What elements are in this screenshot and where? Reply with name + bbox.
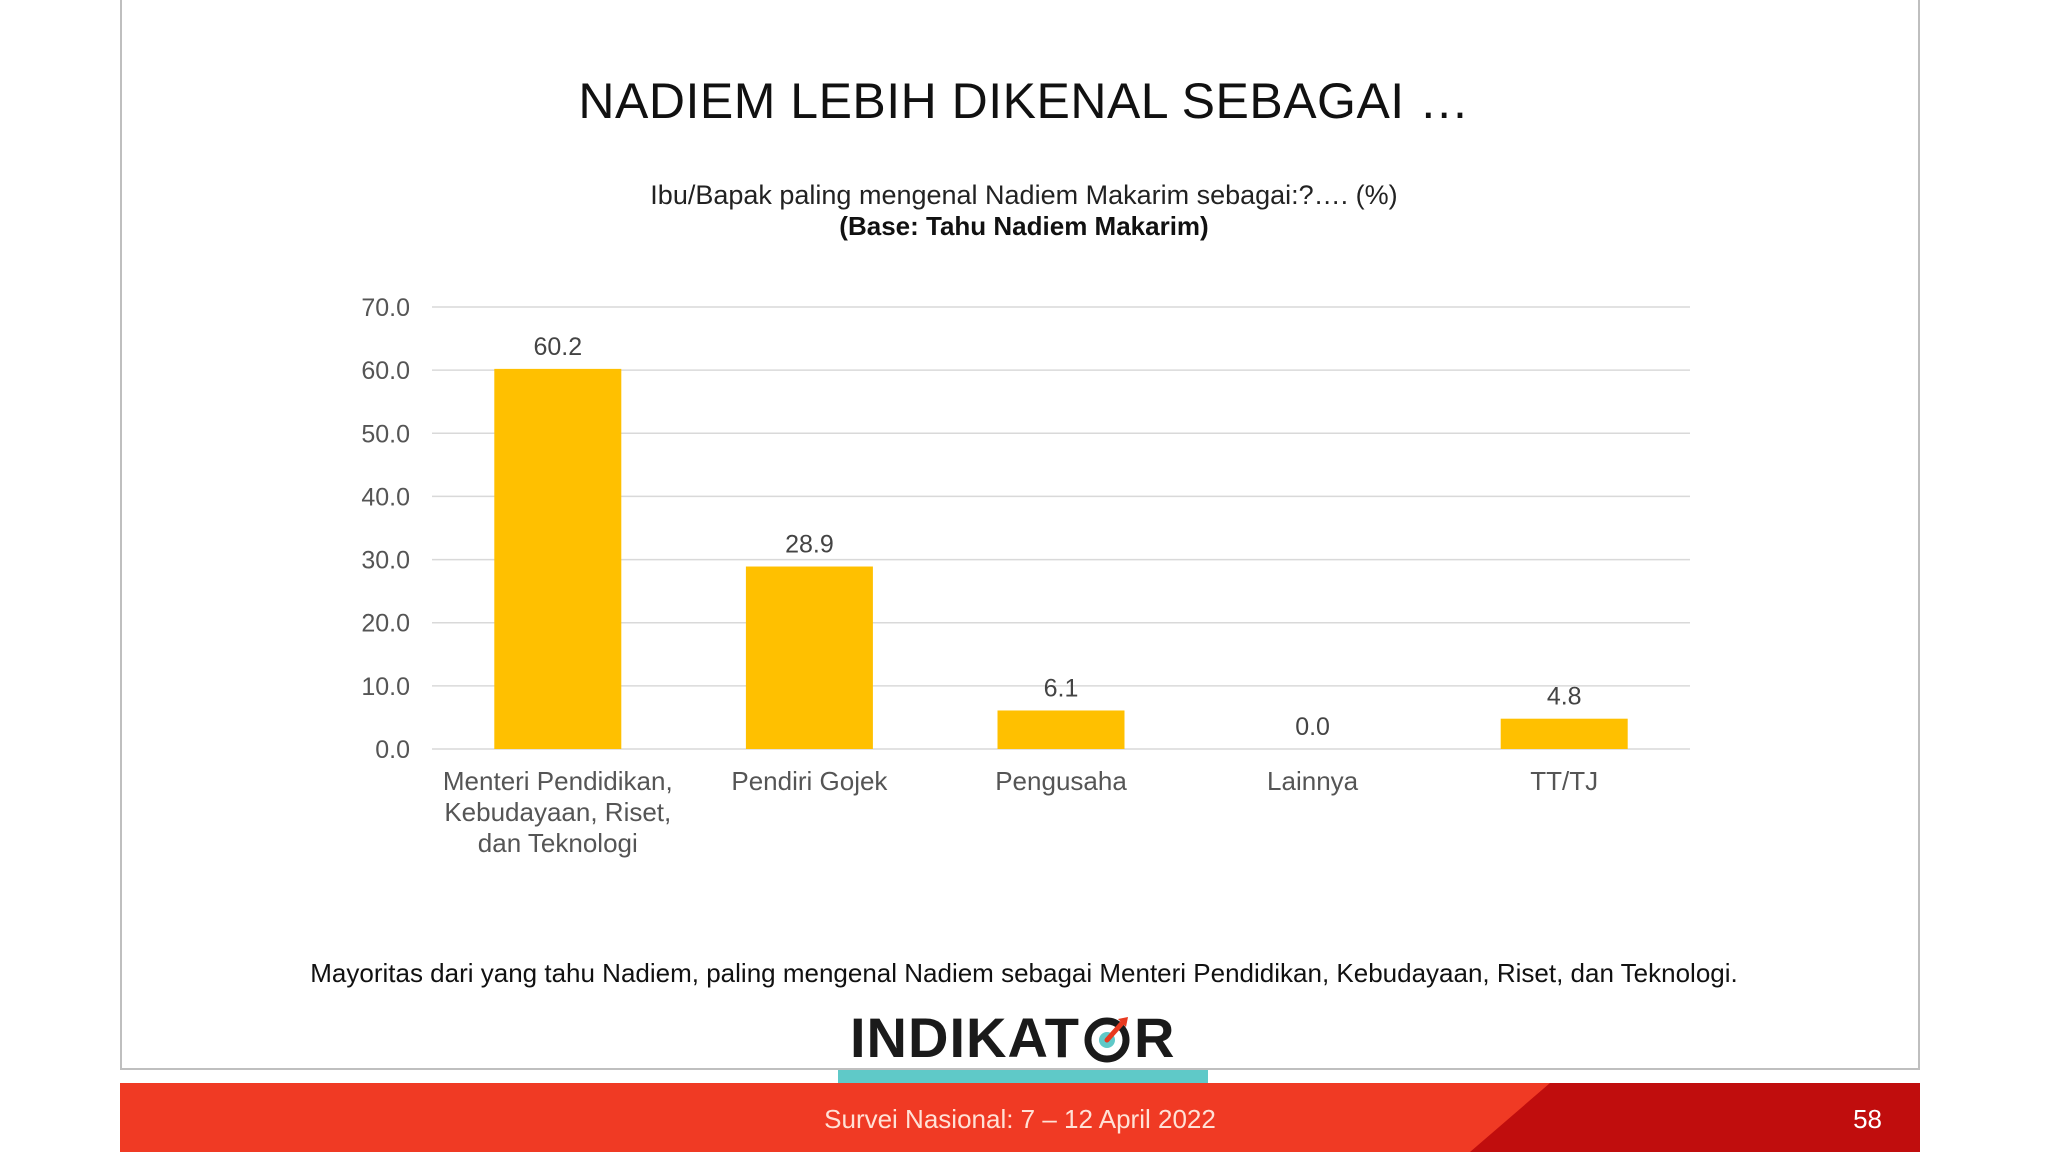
y-tick-label: 70.0: [361, 294, 410, 322]
y-tick-label: 0.0: [375, 736, 410, 764]
bar: [745, 566, 873, 749]
slide-frame: [120, 0, 1920, 1070]
category-label: Pengusaha: [995, 766, 1127, 796]
y-tick-label: 50.0: [361, 420, 410, 448]
footer-survey-text: Survei Nasional: 7 – 12 April 2022: [824, 1104, 1216, 1134]
chart-subtitle: (Base: Tahu Nadiem Makarim): [839, 211, 1209, 241]
category-label: TT/TJ: [1530, 766, 1598, 796]
y-tick-label: 20.0: [361, 610, 410, 638]
y-tick-label: 10.0: [361, 673, 410, 701]
target-arrow-icon: [1084, 1017, 1130, 1063]
indikator-logo: INDIKAT R: [850, 1010, 1175, 1066]
y-axis-ticks: 0.0 10.0 20.0 30.0 40.0 50.0 60.0 70.0: [361, 294, 410, 764]
category-label: Lainnya: [1267, 766, 1359, 796]
data-label: 28.9: [785, 531, 834, 559]
y-tick-label: 60.0: [361, 357, 410, 385]
bars: [494, 368, 1628, 749]
data-label: 0.0: [1295, 713, 1330, 741]
footnote: Mayoritas dari yang tahu Nadiem, paling …: [310, 958, 1738, 988]
category-label: Kebudayaan, Riset,: [444, 797, 671, 827]
chart-title: Ibu/Bapak paling mengenal Nadiem Makarim…: [650, 180, 1398, 210]
category-label: Menteri Pendidikan,: [443, 766, 673, 796]
bar: [494, 368, 622, 749]
logo-text-right: R: [1133, 1006, 1176, 1069]
logo-text-left: INDIKAT: [850, 1006, 1080, 1069]
x-axis-categories: Menteri Pendidikan,Kebudayaan, Riset,dan…: [443, 766, 1598, 858]
footer-dark-accent: [1470, 1083, 1920, 1152]
data-label: 6.1: [1044, 674, 1079, 702]
bar: [997, 710, 1125, 749]
category-label: Pendiri Gojek: [731, 766, 888, 796]
bar: [1500, 718, 1628, 749]
y-tick-label: 30.0: [361, 547, 410, 575]
data-label: 60.2: [533, 333, 582, 361]
data-labels: 60.2 28.9 6.1 0.0 4.8: [533, 333, 1581, 741]
bar-chart: 0.0 10.0 20.0 30.0 40.0 50.0 60.0 70.0 60.2 28.9…: [361, 294, 1690, 858]
y-tick-label: 40.0: [361, 483, 410, 511]
page-number: 58: [1853, 1104, 1882, 1134]
data-label: 4.8: [1547, 683, 1582, 711]
footer-bar: Survei Nasional: 7 – 12 April 2022 58: [120, 1083, 1920, 1152]
slide-title: NADIEM LEBIH DIKENAL SEBAGAI …: [578, 73, 1470, 129]
category-label: dan Teknologi: [478, 828, 638, 858]
